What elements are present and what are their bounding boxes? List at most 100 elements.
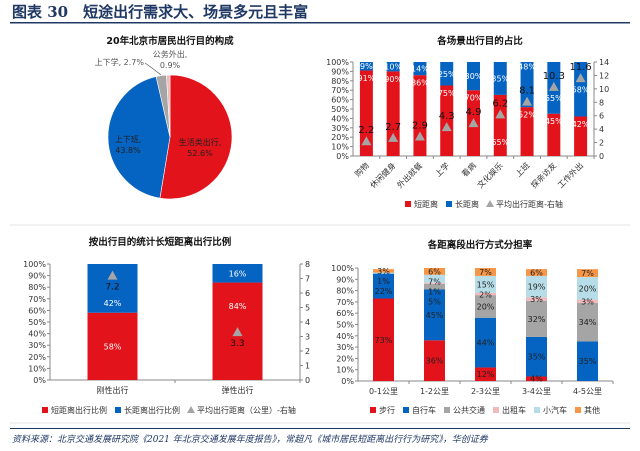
y2-tick-label: 6 [305,289,310,298]
average-distance-marker [495,109,506,119]
x-tick-label: 2-3公里 [471,387,500,396]
data-label: 15% [477,280,495,289]
y-tick-label: 90% [331,67,349,76]
y2-tick-label: 8 [305,260,310,269]
x-tick-label: 刚性出行 [97,385,129,395]
y-tick-label: 80% [336,287,354,296]
bar-segment [526,275,547,298]
x-tick-label: 文化娱乐 [475,160,505,190]
average-distance-label: 3.3 [230,339,244,349]
pie-slice [159,74,233,200]
average-distance-label: 4.3 [439,111,455,122]
legend-triangle-icon [486,200,494,207]
legend-label: 步行 [379,405,395,415]
chart-title: 各距离段出行方式分担率 [427,239,533,251]
legend-label: 出租车 [502,405,526,415]
data-label: 7% [479,268,492,277]
data-label: 91% [357,74,375,83]
average-distance-marker [414,131,425,141]
bar-segment [373,272,394,274]
bar-segment [212,264,263,283]
bar-segment [413,62,427,76]
legend-swatch [403,407,409,413]
average-distance-marker [468,118,479,128]
bar-segment [467,62,480,91]
legend-swatch [115,407,121,413]
y-tick-label: 10% [331,143,349,152]
legend-swatch [370,407,376,413]
bar-segment [424,268,445,275]
y-tick-label: 40% [336,332,354,341]
bar-segment [493,94,507,156]
average-distance-label: 7.2 [105,283,119,293]
x-tick-label: 弹性出行 [222,385,254,395]
bar-segment [520,107,534,156]
bar-segment [475,295,496,318]
figure-title: 图表 30 短途出行需求大、场景多元且丰富 [12,3,308,21]
data-label: 4% [530,375,543,384]
bar-segment [574,62,588,117]
bar-segment [577,303,598,342]
y-tick-label: 70% [28,295,46,304]
legend-label: 短距离 [414,199,438,209]
pie-chart-trip-purpose: 20年北京市居民出行目的构成 生活类出行, 52.6% 上下班, 43.8% 上下学, … [95,35,234,200]
data-label: 48% [518,63,536,72]
bar-segment [475,292,496,296]
bar-segment [373,298,394,381]
y-tick-label: 100% [331,264,354,273]
data-label: 12% [477,370,495,379]
y-tick-label: 90% [28,272,46,281]
bar-segment [373,273,394,299]
y2-tick-label: 1 [305,362,310,371]
legend-label: 平均出行距离-右轴 [496,199,563,209]
average-distance-label: 4.9 [466,107,482,118]
data-label: 73% [375,336,393,345]
pie-slice [107,76,171,199]
source-note: 资料来源：北京交通发展研究院《2021 年北京交通发展年度报告》，常超凡《城市居… [12,434,489,445]
legend-swatch [534,407,540,413]
average-distance-label: 6.2 [492,98,508,109]
legend-label: 其他 [584,405,600,415]
chart-purpose-distance: 按出行目的统计长短距离出行比例 0% 10% 20% 30% 40% 50% 60% 70% 8… [23,236,310,415]
bar-segment [526,269,547,276]
pie-label-name: 生活类出行, [179,137,222,147]
average-distance-label: 2.7 [385,122,401,133]
average-distance-marker [575,73,586,83]
data-label: 35% [491,74,509,83]
average-distance-label: 10.3 [543,71,565,82]
data-label: 14% [411,65,429,74]
x-tick-label: 工作外出 [555,160,585,190]
legend-swatch [444,407,450,413]
y-tick-label: 20% [336,354,354,363]
data-label: 42% [104,299,122,308]
bar-segment [475,317,496,368]
y2-tick-label: 14 [599,58,609,67]
y2-tick-label: 4 [599,125,604,134]
average-distance-marker [361,136,372,146]
bar-segment [577,277,598,300]
y-tick-label: 40% [331,114,349,123]
chart-mode-share: 各距离段出行方式分担率 0% 10% 20% 30% 40% 50% 60% 70% 80% 90… [331,239,614,415]
x-tick-label: 上班 [513,160,531,178]
legend-label: 长距离 [455,199,479,209]
bar-segment [424,283,445,290]
y-tick-label: 60% [331,96,349,105]
data-label: 6% [530,269,543,278]
y-tick-label: 60% [28,306,46,315]
average-distance-marker [548,81,559,91]
data-label: 45% [426,311,444,320]
y-tick-label: 100% [326,58,349,67]
x-tick-label: 外出就餐 [395,160,425,190]
bar-segment [386,71,400,156]
average-distance-marker [388,132,399,142]
x-tick-label: 购物 [352,160,370,178]
chart-title: 各场景出行目的占比 [436,35,523,47]
legend-swatch [493,407,499,413]
data-label: 44% [477,339,495,348]
bar-segment [424,282,445,284]
x-tick-label: 看病 [460,160,478,178]
data-label: 2% [479,290,492,299]
bar-segment [526,300,547,337]
x-tick-label: 0-1公里 [369,387,398,396]
